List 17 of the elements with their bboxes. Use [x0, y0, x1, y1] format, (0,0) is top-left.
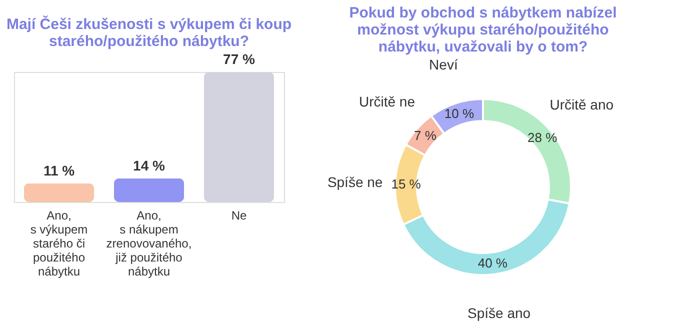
data-label: 77 % [223, 51, 256, 67]
data-label: 40 % [478, 255, 508, 270]
chart-title: Pokud by obchod s nábytkem nabízel možnost výkupu starého/použitého nábytku, uvažovali by o tom? [349, 4, 617, 56]
data-label: 28 % [528, 130, 558, 145]
chart-title: Mají Češi zkušenosti s výkupem či koup starého/použitého nábytku? [6, 15, 292, 50]
slice-label: Spíše ano [468, 304, 531, 321]
data-label: 11 % [43, 162, 76, 178]
slice-label: Spíše ne [327, 174, 383, 190]
slice-label: Neví [429, 56, 458, 72]
x-tick-label: Ne [231, 208, 247, 222]
x-tick-label: Ano, s nákupem zrenovovaného, již použitého nábytku [106, 208, 192, 278]
data-label: 10 % [444, 106, 474, 121]
data-label: 7 % [414, 128, 437, 144]
data-label: 14 % [133, 157, 166, 174]
slice-label: Určitě ano [550, 96, 614, 112]
x-tick-label: Ano, s výkupem starého či použitého nábytku [30, 208, 88, 278]
slice-label: Určitě ne [358, 93, 416, 110]
